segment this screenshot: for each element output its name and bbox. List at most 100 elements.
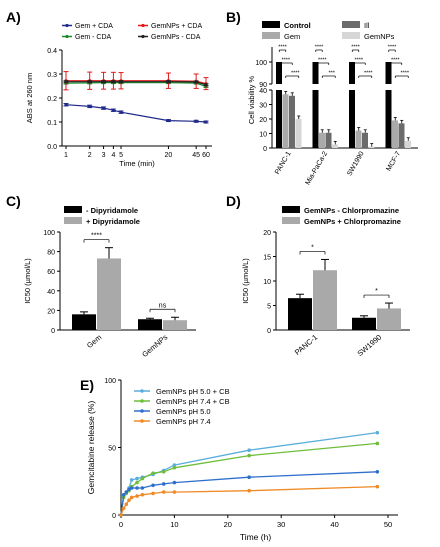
c-y-tick-label: 40 bbox=[47, 289, 55, 296]
e-x-tick-label: 0 bbox=[119, 520, 123, 529]
e-point bbox=[129, 486, 134, 490]
b-sig-label: **** bbox=[354, 58, 363, 64]
e-legend-marker bbox=[140, 419, 144, 423]
b-sig-label: **** bbox=[278, 45, 287, 51]
a-x-tick-label: 4 bbox=[111, 152, 115, 159]
e-point bbox=[247, 475, 251, 480]
e-point bbox=[119, 513, 123, 517]
a-series-line-0 bbox=[65, 104, 207, 123]
d-bar bbox=[352, 317, 376, 330]
b-bar bbox=[332, 144, 338, 148]
e-point bbox=[172, 463, 177, 467]
e-x-tick-label: 40 bbox=[330, 520, 338, 529]
e-point bbox=[247, 453, 251, 458]
e-point bbox=[135, 480, 139, 485]
b-y-tick-label: 10 bbox=[259, 132, 267, 139]
e-point bbox=[161, 490, 166, 494]
a-point bbox=[166, 118, 171, 123]
c-legend-swatch bbox=[64, 217, 82, 224]
e-legend-label: GemNPs pH 7.4 + CB bbox=[156, 397, 230, 406]
c-y-tick-label: 20 bbox=[47, 308, 55, 315]
a-y-tick-label: 0.1 bbox=[47, 120, 57, 127]
a-point bbox=[88, 80, 92, 84]
e-point bbox=[161, 470, 166, 474]
a-x-tick-label: 20 bbox=[165, 152, 173, 159]
e-legend-marker bbox=[140, 399, 144, 403]
a-y-tick-label: 0.4 bbox=[47, 48, 57, 55]
b-bar bbox=[385, 90, 392, 148]
panel-label-e: E) bbox=[80, 377, 94, 393]
b-y-tick-label: 90 bbox=[259, 82, 267, 89]
a-point bbox=[204, 120, 208, 124]
e-point bbox=[161, 482, 166, 486]
a-legend-label: GemNPs + CDA bbox=[151, 23, 202, 30]
b-sig-label: **** bbox=[388, 45, 397, 51]
c-y-tick-label: 80 bbox=[47, 250, 55, 257]
b-y-tick-label: 40 bbox=[259, 88, 267, 95]
e-point bbox=[140, 486, 145, 490]
e-point bbox=[135, 494, 139, 498]
b-y-axis-label: Cell viability % bbox=[247, 76, 256, 125]
c-x-tick-label: Gem bbox=[85, 333, 103, 350]
e-y-axis-label: Gemcitabine release (%) bbox=[86, 401, 96, 495]
c-bar bbox=[72, 314, 96, 330]
e-x-tick-label: 10 bbox=[170, 520, 178, 529]
b-bar bbox=[312, 90, 319, 148]
e-point bbox=[375, 441, 380, 446]
e-legend-label: GemNPs pH 7.4 bbox=[156, 417, 211, 426]
e-point bbox=[375, 470, 380, 474]
b-bar-upper bbox=[276, 62, 282, 84]
c-legend-label: + Dipyridamole bbox=[86, 217, 140, 226]
e-point bbox=[127, 498, 131, 502]
e-point bbox=[121, 506, 126, 511]
b-sig-label: **** bbox=[400, 71, 409, 77]
b-legend-label: Control bbox=[284, 21, 311, 30]
b-legend-swatch bbox=[342, 21, 360, 28]
a-y-tick-label: 0.2 bbox=[47, 96, 57, 103]
b-x-tick-label: MCF-7 bbox=[385, 150, 402, 172]
c-y-axis-label: IC50 (µmol/L) bbox=[23, 258, 32, 304]
b-bar bbox=[392, 120, 398, 148]
e-x-axis-label: Time (h) bbox=[240, 532, 271, 542]
b-y-tick-label: 0 bbox=[263, 146, 267, 153]
d-y-tick-label: 5 bbox=[267, 304, 271, 311]
e-legend-marker bbox=[140, 409, 144, 413]
d-x-tick-label: SW1990 bbox=[355, 333, 383, 358]
b-x-tick-label: Mia-PaCa-2 bbox=[304, 150, 329, 186]
a-x-tick-label: 1 bbox=[64, 152, 68, 159]
a-series-line-1 bbox=[65, 82, 207, 88]
a-point bbox=[101, 106, 106, 110]
e-legend-marker bbox=[140, 389, 144, 393]
e-y-tick-label: 100 bbox=[104, 378, 116, 385]
b-bar bbox=[325, 132, 332, 148]
a-x-tick-label: 60 bbox=[202, 152, 210, 159]
a-legend-marker bbox=[141, 34, 145, 39]
b-bar bbox=[368, 146, 375, 148]
e-point bbox=[135, 486, 139, 490]
a-point bbox=[101, 80, 106, 84]
e-point bbox=[151, 483, 155, 488]
b-bar-upper bbox=[312, 62, 319, 84]
panel-label-c: C) bbox=[6, 193, 21, 209]
b-y-tick-label: 100 bbox=[255, 60, 267, 67]
b-bar bbox=[349, 90, 355, 148]
a-legend-label: GemNPs - CDA bbox=[151, 34, 201, 41]
d-bar bbox=[377, 308, 401, 330]
b-x-tick-label: SW1990 bbox=[346, 150, 366, 177]
e-point bbox=[247, 448, 251, 453]
d-x-tick-label: PANC-1 bbox=[293, 333, 319, 357]
c-sig-label: ns bbox=[159, 302, 167, 309]
panel-label-d: D) bbox=[226, 193, 241, 209]
e-y-tick-label: 50 bbox=[108, 446, 116, 453]
d-bar bbox=[313, 270, 337, 330]
e-point bbox=[140, 476, 145, 481]
e-legend-label: GemNPs pH 5.0 + CB bbox=[156, 387, 230, 396]
e-point bbox=[172, 480, 177, 485]
c-legend-label: - Dipyridamole bbox=[86, 206, 138, 215]
b-sig-label: **** bbox=[281, 58, 290, 64]
a-legend-label: Gem + CDA bbox=[75, 23, 113, 30]
d-y-tick-label: 0 bbox=[267, 328, 271, 335]
e-y-tick-label: 0 bbox=[112, 513, 116, 520]
a-point bbox=[111, 108, 116, 112]
